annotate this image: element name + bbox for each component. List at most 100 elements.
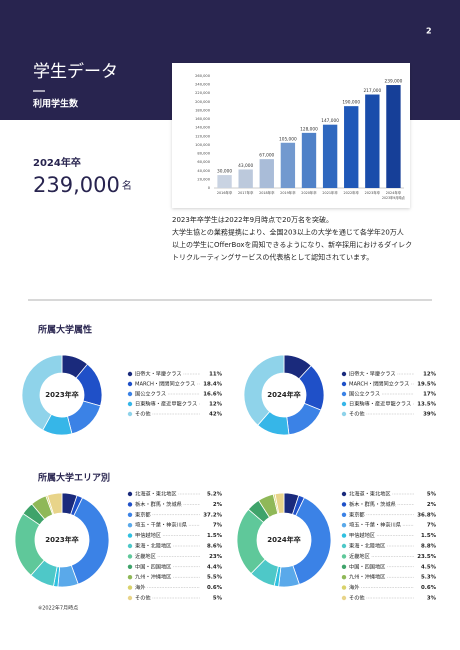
legend-marker (341, 575, 347, 580)
legend-value: 8.6% (207, 544, 223, 550)
legend-label: 北海道・東北地区 (135, 490, 177, 498)
y-tick-label: 240,000 (195, 83, 211, 87)
bar (259, 159, 274, 188)
legend-value: 0.6% (421, 585, 437, 591)
bar (322, 124, 338, 188)
legend-label: MARCH・関関同立クラス (135, 380, 195, 388)
legend-marker (341, 491, 347, 497)
legend-value: 4.5% (421, 564, 437, 570)
legend-value: 23% (209, 554, 223, 560)
footnote: ※2022年7月時点 (38, 605, 78, 612)
donut-center-label: 2024年卒 (267, 535, 300, 544)
bar (280, 142, 296, 188)
legend-marker (341, 585, 347, 590)
description-line: トリクルーティングサービスの代表格として認知されています。 (172, 253, 373, 262)
legend-value: 5.5% (207, 575, 223, 581)
page-subtitle: 利用学生数 (32, 98, 79, 110)
legend-value: 36.8% (417, 512, 436, 518)
legend-value: 5% (427, 492, 437, 498)
x-tick-label: 2023年卒 (365, 190, 381, 195)
legend-label: 日東駒専・産近甲龍クラス (135, 400, 197, 408)
legend-value: 0.6% (207, 585, 223, 591)
value-label: 190,000 (342, 100, 360, 106)
y-tick-label: 160,000 (195, 117, 211, 121)
donut-segment (66, 400, 101, 435)
page-title: 学生データ (33, 61, 118, 82)
legend-marker (341, 543, 347, 549)
legend-value: 3% (427, 596, 437, 602)
legend-marker (127, 543, 133, 549)
y-tick-label: 40,000 (197, 169, 210, 173)
legend-value: 4.4% (207, 564, 223, 570)
bar (238, 169, 253, 188)
x-note: 2023年9月時点 (382, 195, 406, 200)
legend-marker (341, 564, 347, 569)
legend-marker (341, 533, 347, 538)
legend-marker (341, 523, 347, 528)
legend-label: その他 (135, 594, 151, 602)
value-label: 239,000 (385, 79, 403, 85)
legend-marker (127, 381, 133, 387)
bar (365, 94, 380, 188)
legend-value: 42% (209, 412, 223, 418)
bar (386, 85, 401, 188)
legend-value: 17% (423, 392, 437, 398)
section-heading: 所属大学属性 (38, 324, 92, 336)
legend-label: 栃木・群馬・茨城県 (349, 500, 396, 508)
legend-value: 18.4% (203, 382, 222, 388)
legend-label: 中国・四国地区 (349, 562, 385, 570)
legend-label: 海外 (349, 583, 359, 591)
legend-marker (127, 564, 133, 569)
legend-label: 海外 (135, 583, 145, 591)
headline-value: 239,000 名 (33, 173, 132, 197)
legend-marker (341, 401, 347, 407)
description-line: 大学生協との業務提携により、全国203以上の大学を通じて各学年20万人 (172, 228, 404, 237)
legend-marker (341, 411, 347, 417)
y-tick-label: 20,000 (197, 177, 210, 181)
legend-value: 12% (209, 402, 223, 408)
y-tick-label: 120,000 (195, 134, 211, 138)
legend-marker (341, 371, 347, 377)
legend-value: 5% (213, 596, 223, 602)
legend-label: 近畿地区 (349, 552, 370, 560)
value-label: 147,000 (321, 118, 339, 124)
y-tick-label: 260,000 (195, 74, 211, 78)
legend-marker (341, 554, 347, 559)
y-tick-label: 0 (208, 186, 211, 190)
legend-value: 12% (423, 372, 437, 378)
y-tick-label: 140,000 (195, 126, 211, 130)
x-tick-label: 2018年卒 (259, 190, 275, 195)
donut-segment (274, 492, 285, 514)
donut-segment (70, 497, 110, 585)
legend-value: 19.5% (417, 382, 436, 388)
x-tick-label: 2022年卒 (344, 190, 360, 195)
legend-label: 九州・沖縄地区 (349, 573, 385, 581)
y-tick-label: 200,000 (195, 100, 211, 104)
legend-value: 39% (423, 412, 437, 418)
legend-marker (127, 371, 133, 377)
legend-marker (127, 401, 133, 407)
legend-label: 東京都 (135, 510, 151, 518)
legend-label: 北海道・東北地区 (349, 490, 391, 498)
x-tick-label: 2019年卒 (280, 190, 296, 195)
legend-label: 東海・北陸地区 (135, 542, 171, 550)
x-tick-label: 2016年卒 (217, 190, 233, 195)
legend-value: 7% (427, 523, 437, 529)
legend-value: 5.2% (207, 492, 223, 498)
value-label: 43,000 (238, 163, 253, 169)
legend-marker (127, 491, 133, 497)
donut-center-label: 2024年卒 (267, 390, 300, 399)
legend-value: 1.5% (421, 533, 437, 539)
legend-label: 甲信越地区 (135, 531, 161, 539)
value-label: 128,000 (300, 126, 318, 132)
headline-number: 239,000 (33, 173, 120, 197)
bar (344, 106, 359, 188)
legend-label: 近畿地区 (135, 552, 156, 560)
value-label: 30,000 (217, 169, 232, 175)
donut-segment (21, 354, 63, 431)
y-tick-label: 180,000 (195, 108, 211, 112)
legend-label: その他 (349, 410, 365, 418)
bar (301, 132, 317, 188)
legend-label: 旧帝大・早慶クラス (349, 370, 396, 378)
